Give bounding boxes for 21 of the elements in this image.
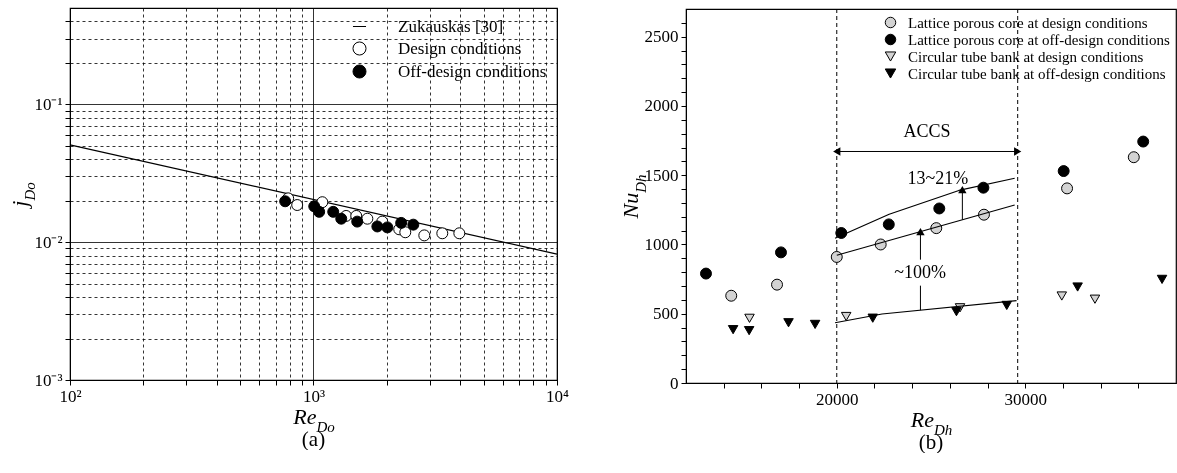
annotation: ~100%	[894, 261, 947, 282]
y-tick-label: 2500	[644, 27, 679, 47]
legend-label: Circular tube bank at design conditions	[908, 48, 1144, 65]
x-tick-label: 30000	[1004, 389, 1047, 409]
y-tick-label: 2000	[644, 96, 679, 116]
x-tick-label: 10⁴	[546, 386, 570, 406]
y-tick-label: 10⁻¹	[34, 94, 63, 114]
annotation: 13~21%	[907, 168, 969, 189]
y-tick-label: 10⁻²	[34, 232, 63, 252]
legend-label: Zukauskas [30]	[398, 16, 504, 36]
y-tick-label: 0	[670, 373, 679, 393]
y-tick-label: 1000	[644, 234, 679, 254]
legend-label: Circular tube bank at off-design conditions	[908, 65, 1166, 82]
annotation: ACCS	[903, 121, 951, 142]
legend-label: Design conditions	[398, 38, 522, 58]
legend-label: Lattice porous core at off-design conditions	[908, 31, 1170, 48]
legend-label: Off-design conditions	[398, 61, 547, 81]
legend-label: Lattice porous core at design conditions	[908, 14, 1148, 31]
x-tick-label: 10³	[302, 386, 326, 406]
y-tick-label: 500	[653, 304, 679, 324]
x-tick-label: 20000	[816, 389, 859, 409]
